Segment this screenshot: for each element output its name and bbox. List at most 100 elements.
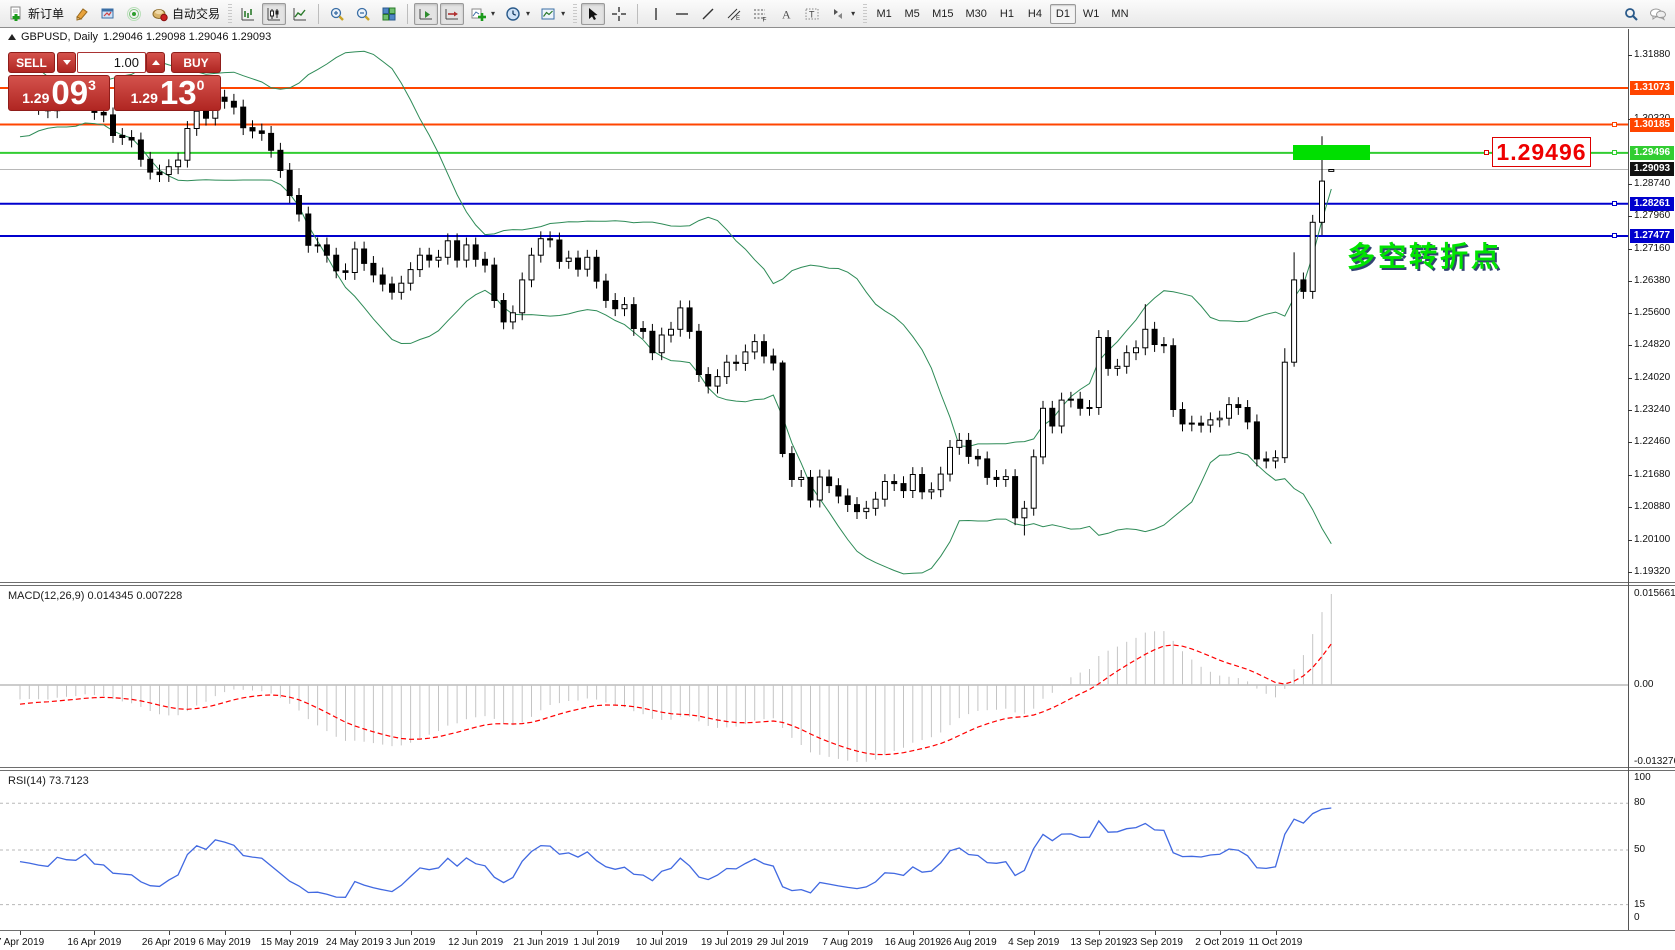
timeframe-h4[interactable]: H4 [1022,4,1048,24]
crosshair-icon [611,6,627,22]
toolbar-grip [573,3,578,24]
candlestick-chart-button[interactable] [262,2,287,25]
sell-button[interactable]: SELL [8,52,55,73]
price-tick-label: 1.20880 [1634,501,1671,513]
date-tick-mark [1219,931,1221,935]
timeframe-m5[interactable]: M5 [899,4,925,24]
crosshair-tool-button[interactable] [607,3,631,25]
price-tick-label: 1.23240 [1634,404,1671,416]
timeframe-h1[interactable]: H1 [994,4,1020,24]
date-tick-mark [289,931,291,935]
timeframe-mn[interactable]: MN [1106,4,1133,24]
chat-button[interactable] [1645,3,1671,25]
vertical-line-tool-button[interactable] [644,3,668,25]
sell-price-button[interactable]: 1.29 09 3 [8,75,110,111]
pane-separator[interactable] [0,582,1675,586]
price-tick-mark [1628,539,1632,541]
date-tick-mark [726,931,728,935]
svg-text:F: F [763,16,767,22]
svg-text:T: T [809,9,815,19]
chat-icon [1649,6,1667,22]
timeframe-m30[interactable]: M30 [961,4,992,24]
new-order-label: 新订单 [28,7,65,21]
timeframe-m1[interactable]: M1 [871,4,897,24]
date-tick-label: 10 Jul 2019 [635,937,688,948]
line-chart-button[interactable] [288,3,312,25]
fibonacci-tool-button[interactable]: F [748,3,772,25]
price-tick-label: 1.21680 [1634,468,1671,480]
timeframe-m15[interactable]: M15 [927,4,958,24]
auto-scroll-button[interactable] [414,2,439,25]
chart-shift-button[interactable] [440,2,465,25]
timeframe-d1[interactable]: D1 [1049,3,1076,24]
sell-price-big: 09 [51,74,89,111]
date-tick-label: 16 Apr 2019 [67,937,122,948]
pane-separator[interactable] [0,767,1675,771]
zoom-out-button[interactable] [351,3,375,25]
rsi-label: RSI(14) 73.7123 [8,775,89,787]
line-chart-icon [292,6,308,22]
date-tick-label: 19 Jul 2019 [700,937,753,948]
hline-anchor-marker[interactable] [1612,149,1617,155]
bar-chart-button[interactable] [236,3,260,25]
rsi-axis-label: 15 [1634,899,1646,910]
tile-windows-icon [381,6,397,22]
buy-button[interactable]: BUY [171,52,221,73]
signal-button[interactable] [122,3,146,25]
label-tool-button[interactable]: T [800,3,824,25]
tile-windows-button[interactable] [377,3,401,25]
bar-chart-icon [240,6,256,22]
search-button[interactable] [1619,3,1643,25]
price-tick-mark [1628,54,1632,56]
volume-input[interactable]: 1.00 [77,52,146,73]
rsi-axis-label: 0 [1634,912,1640,923]
templates-button[interactable]: ▾ [536,3,569,25]
chinese-annotation[interactable]: 多空转折点 [1347,241,1503,272]
chevron-down-icon: ▾ [561,9,566,18]
svg-text:E: E [736,16,740,22]
hline-anchor-marker[interactable] [1612,121,1617,127]
date-axis[interactable]: 7 Apr 2019 16 Apr 2019 26 Apr 2019 6 May 20… [0,930,1675,950]
price-tick-mark [1628,281,1632,283]
hline-anchor-marker[interactable] [1612,200,1617,206]
profiles-button[interactable] [96,3,120,25]
main-chart-pane[interactable] [0,29,1628,582]
price-callout-box[interactable]: 1.29496 [1492,137,1591,167]
horizontal-line-tool-button[interactable] [670,3,694,25]
toolbar-separator [637,3,639,24]
rsi-pane[interactable] [0,772,1628,930]
arrows-tool-button[interactable]: ▾ [826,3,859,25]
date-tick-label: 7 Aug 2019 [822,937,873,948]
text-tool-button[interactable]: A [774,3,798,25]
buy-price-button[interactable]: 1.29 13 0 [114,75,221,111]
date-tick-mark [968,931,970,935]
search-icon [1623,6,1639,22]
indicators-button[interactable]: ▾ [466,3,499,25]
volume-decrease-button[interactable] [57,52,76,73]
highlight-rectangle[interactable] [1293,145,1370,160]
macd-pane[interactable] [0,587,1628,768]
price-tick-label: 1.25600 [1634,307,1671,319]
collapse-arrow-icon[interactable] [8,34,16,40]
hline-anchor-marker[interactable] [1612,232,1617,238]
periods-button[interactable]: ▾ [501,3,534,25]
timeframe-w1[interactable]: W1 [1078,4,1105,24]
toolbar-grip [228,3,233,24]
price-tick-label: 1.27960 [1634,210,1671,222]
autotrading-label: 自动交易 [172,7,221,21]
zoom-in-button[interactable] [325,3,349,25]
new-order-button[interactable]: 新订单 [4,3,68,25]
volume-increase-button[interactable] [146,52,165,73]
trendline-icon [700,6,716,22]
autotrading-button[interactable]: 自动交易 [148,3,224,25]
highlighter-button[interactable] [70,3,94,25]
triangle-down-icon [62,60,71,65]
date-tick-label: 24 May 2019 [325,937,384,948]
channel-tool-button[interactable]: E [722,3,746,25]
cursor-tool-button[interactable] [581,2,606,25]
toolbar-separator [318,3,320,24]
vertical-line-icon [648,6,664,22]
price-tag: 1.28261 [1630,196,1674,211]
trendline-tool-button[interactable] [696,3,720,25]
chevron-down-icon: ▾ [491,9,496,18]
